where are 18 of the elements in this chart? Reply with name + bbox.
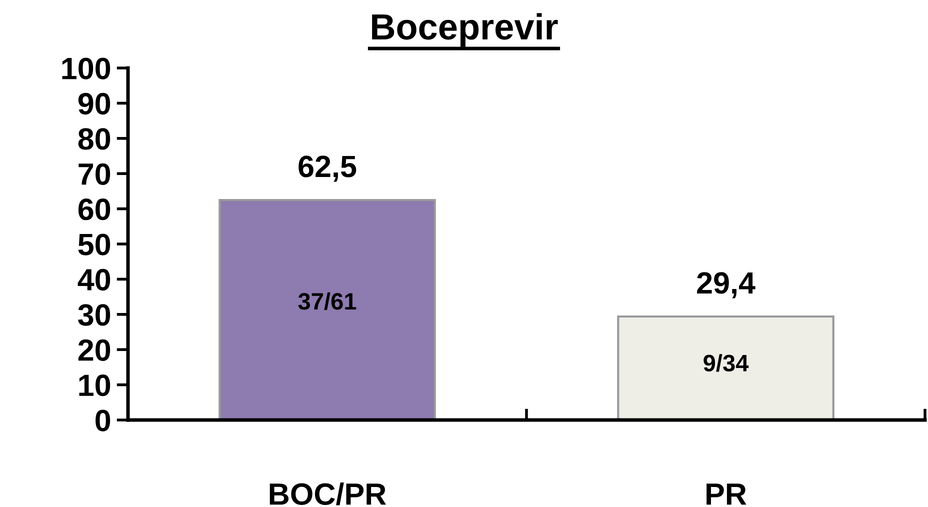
y-tick-label: 30 bbox=[78, 304, 110, 326]
y-tick-label: 50 bbox=[78, 234, 110, 256]
y-tick-label: 40 bbox=[78, 268, 110, 291]
y-tick-label: 100 bbox=[62, 58, 110, 80]
y-tick-label: 90 bbox=[78, 92, 110, 115]
y-tick-label: 60 bbox=[78, 198, 110, 220]
data-label: 29,4 bbox=[697, 272, 756, 298]
x-tick-label: BOC/PR bbox=[270, 482, 386, 506]
chart-title: Boceprevir bbox=[372, 13, 558, 47]
y-tick-label: 10 bbox=[79, 374, 110, 396]
annotation: 37/61 bbox=[298, 292, 356, 310]
y-tick-label: 20 bbox=[78, 339, 110, 361]
annotation: 9/34 bbox=[704, 354, 749, 372]
y-tick-label: 0 bbox=[96, 410, 110, 432]
x-tick-label: PR bbox=[706, 484, 746, 505]
data-label: 62,5 bbox=[298, 156, 356, 182]
y-tick-label: 80 bbox=[78, 128, 110, 150]
y-tick-label: 70 bbox=[78, 163, 110, 185]
